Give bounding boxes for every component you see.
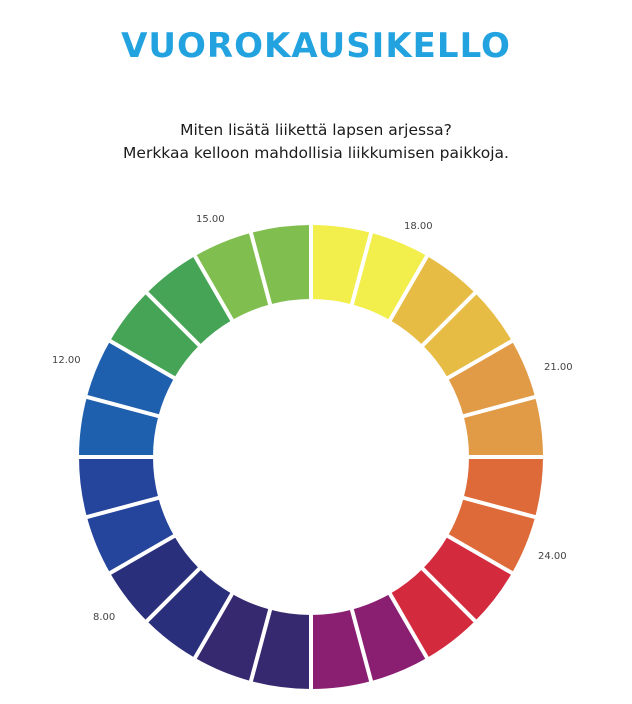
segment-divider	[107, 533, 177, 576]
clock-segment	[195, 593, 271, 682]
clock-segment	[422, 292, 512, 378]
clock-segment	[146, 568, 232, 658]
clock-segment	[351, 593, 427, 682]
segment-divider	[445, 533, 515, 576]
segment-divider	[107, 338, 177, 381]
instruction-line-2: Merkkaa kelloon mahdollisia liikkumisen …	[123, 144, 509, 162]
segment-divider	[387, 591, 430, 661]
clock-segment	[390, 568, 476, 658]
hour-label-18: 18.00	[404, 221, 433, 232]
hour-label-12: 12.00	[52, 355, 81, 366]
segment-divider	[144, 565, 203, 624]
segment-divider	[192, 591, 235, 661]
segment-divider	[84, 394, 161, 419]
segment-divider	[144, 290, 203, 349]
clock-segment	[110, 536, 200, 622]
clock-segment	[447, 341, 536, 417]
segment-divider	[84, 495, 161, 520]
segment-divider	[349, 230, 374, 307]
segment-divider	[419, 565, 478, 624]
hour-label-21: 21.00	[544, 362, 573, 373]
clock-segment	[110, 292, 200, 378]
clock-segment	[422, 536, 512, 622]
hour-label-15: 15.00	[196, 214, 225, 225]
page-title: VUOROKAUSIKELLO	[121, 26, 511, 66]
segment-divider	[192, 253, 235, 323]
clock-segment	[447, 497, 536, 573]
hour-label-8: 8.00	[93, 612, 116, 623]
segment-divider	[349, 607, 374, 684]
clock-segment	[351, 232, 427, 321]
clock-segment	[86, 497, 175, 573]
segment-divider	[445, 338, 515, 381]
clock-segment	[86, 341, 175, 417]
hour-label-24: 24.00	[538, 551, 567, 562]
clock-segment	[195, 232, 271, 321]
segment-divider	[387, 253, 430, 323]
segment-divider	[248, 607, 273, 684]
instruction-line-1: Miten lisätä liikettä lapsen arjessa?	[180, 121, 452, 139]
segment-divider	[419, 290, 478, 349]
segment-divider	[461, 394, 538, 419]
segment-divider	[248, 230, 273, 307]
segment-divider	[461, 495, 538, 520]
clock-segment	[390, 256, 476, 346]
clock-segment	[146, 256, 232, 346]
